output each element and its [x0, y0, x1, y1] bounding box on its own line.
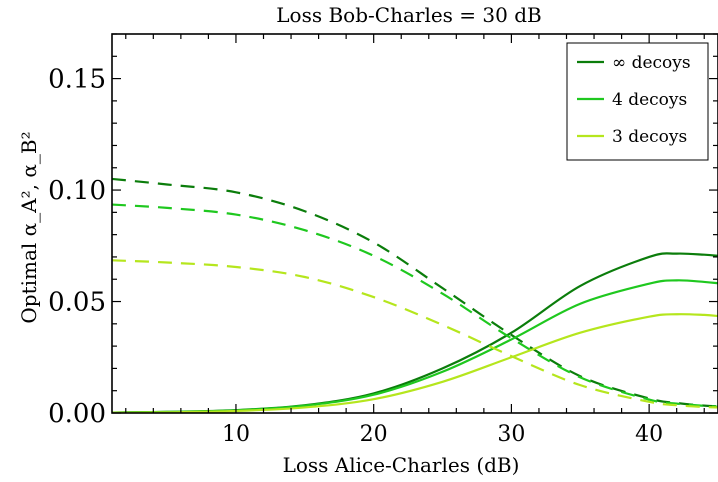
x-tick-label: 40: [635, 422, 663, 447]
legend: ∞ decoys 4 decoys 3 decoys: [566, 42, 709, 161]
y-axis-label: Optimal α_A², α_B²: [17, 131, 41, 323]
y-tick-label: 0.10: [48, 176, 106, 206]
y-tick-label: 0.00: [48, 399, 106, 429]
legend-label: ∞ decoys: [612, 53, 691, 73]
y-tick-label: 0.05: [48, 288, 106, 318]
plot-frame: [111, 33, 718, 414]
x-tick-label: 10: [222, 422, 250, 447]
x-tick-label: 20: [360, 422, 388, 447]
y-tick-label: 0.15: [48, 65, 106, 95]
series-line-alpha-b-1: [112, 203, 718, 408]
x-tick-label: 30: [497, 422, 525, 447]
series-line-alpha-b-0: [112, 177, 718, 408]
axes: 10 20 30 40 0.00 0.05 0.10 0.15 Loss Bob-Charles…: [17, 3, 718, 477]
x-axis-label: Loss Alice-Charles (dB): [283, 453, 520, 477]
legend-label: 4 decoys: [612, 90, 687, 110]
plot-area: [112, 177, 718, 413]
legend-label: 3 decoys: [612, 127, 687, 147]
series-line-alpha-b-2: [112, 259, 718, 409]
chart-title: Loss Bob-Charles = 30 dB: [276, 3, 541, 27]
series-line-alpha-a-2: [112, 313, 718, 413]
